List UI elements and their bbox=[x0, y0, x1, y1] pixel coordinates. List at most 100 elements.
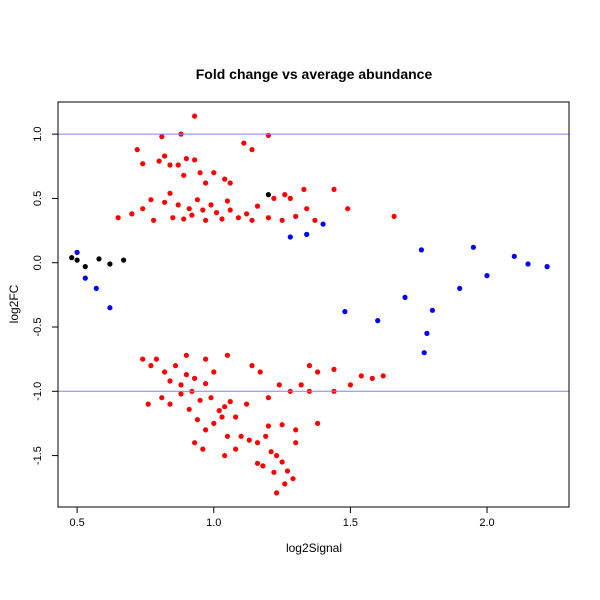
data-point-s0-73 bbox=[233, 414, 239, 420]
data-point-s0-4 bbox=[241, 140, 247, 146]
data-point-s0-100 bbox=[260, 463, 266, 469]
data-point-s0-55 bbox=[249, 217, 255, 223]
data-point-s0-104 bbox=[279, 422, 285, 428]
data-point-s1-1 bbox=[69, 255, 75, 261]
data-point-s0-36 bbox=[186, 206, 192, 212]
data-point-s0-42 bbox=[235, 215, 241, 221]
data-point-s0-103 bbox=[293, 427, 299, 433]
data-point-s0-69 bbox=[211, 369, 217, 375]
data-point-s2-2 bbox=[375, 318, 381, 324]
data-point-s0-0 bbox=[159, 134, 165, 140]
data-point-s0-39 bbox=[208, 202, 214, 208]
data-point-s0-72 bbox=[227, 399, 233, 405]
data-point-s0-68 bbox=[208, 395, 214, 401]
data-point-s1-4 bbox=[96, 256, 102, 262]
data-point-s0-94 bbox=[279, 459, 285, 465]
data-point-s2-16 bbox=[107, 305, 113, 311]
data-point-s0-99 bbox=[271, 469, 277, 475]
y-axis-label: log2FC bbox=[7, 284, 21, 323]
data-point-s2-3 bbox=[342, 309, 348, 315]
data-point-s0-5 bbox=[249, 147, 255, 153]
data-point-s0-58 bbox=[153, 356, 159, 362]
data-point-s0-28 bbox=[391, 213, 397, 219]
data-point-s0-48 bbox=[312, 217, 318, 223]
data-point-s0-7 bbox=[134, 147, 140, 153]
data-point-s0-87 bbox=[233, 446, 239, 452]
data-point-s2-17 bbox=[93, 285, 99, 291]
data-point-s0-52 bbox=[189, 212, 195, 218]
data-point-s2-10 bbox=[544, 264, 550, 270]
data-point-s0-80 bbox=[203, 427, 209, 433]
data-point-s0-62 bbox=[178, 382, 184, 388]
data-point-s0-125 bbox=[183, 352, 189, 358]
data-point-s0-21 bbox=[224, 198, 230, 204]
data-point-s0-29 bbox=[115, 215, 121, 221]
data-point-s0-81 bbox=[211, 420, 217, 426]
data-point-s0-38 bbox=[200, 207, 206, 213]
data-point-s0-102 bbox=[293, 440, 299, 446]
data-point-s0-90 bbox=[254, 440, 261, 446]
data-point-s2-9 bbox=[525, 261, 531, 267]
data-point-s0-98 bbox=[274, 490, 280, 496]
data-point-s0-86 bbox=[222, 453, 228, 459]
data-point-s0-9 bbox=[162, 153, 168, 159]
data-point-s2-7 bbox=[484, 273, 490, 279]
data-point-s0-11 bbox=[183, 156, 189, 162]
data-point-s0-84 bbox=[192, 440, 198, 446]
data-point-s0-124 bbox=[203, 356, 209, 362]
data-point-s0-117 bbox=[358, 373, 364, 379]
data-point-s0-113 bbox=[306, 363, 312, 369]
data-point-s0-47 bbox=[293, 213, 299, 219]
data-point-s0-59 bbox=[162, 369, 168, 375]
data-point-s2-4 bbox=[429, 307, 435, 313]
data-point-s2-14 bbox=[304, 231, 310, 237]
data-point-s1-2 bbox=[74, 257, 80, 263]
data-point-s0-14 bbox=[140, 161, 146, 167]
data-point-s0-89 bbox=[246, 437, 252, 443]
x-tick-label-2: 1.5 bbox=[343, 517, 358, 529]
data-point-s0-78 bbox=[186, 406, 192, 412]
data-point-s0-27 bbox=[345, 206, 351, 212]
data-point-s0-50 bbox=[170, 215, 176, 221]
data-point-s0-45 bbox=[265, 215, 271, 221]
data-point-s2-12 bbox=[418, 247, 424, 253]
data-point-s0-108 bbox=[257, 369, 263, 375]
data-point-s0-19 bbox=[222, 176, 228, 182]
data-point-s0-122 bbox=[244, 401, 250, 407]
data-point-s0-24 bbox=[301, 186, 307, 192]
data-point-s0-93 bbox=[274, 453, 280, 459]
x-axis-label: log2Signal bbox=[286, 541, 342, 555]
data-point-s0-40 bbox=[213, 210, 220, 216]
data-point-s0-63 bbox=[183, 372, 189, 378]
data-point-s0-114 bbox=[315, 369, 321, 375]
data-point-s2-11 bbox=[470, 244, 476, 250]
data-point-s1-3 bbox=[82, 264, 88, 270]
x-axis: 0.5 1.0 1.5 2.0 bbox=[69, 507, 495, 529]
data-point-s0-74 bbox=[145, 401, 151, 407]
data-point-s0-101 bbox=[254, 460, 261, 466]
data-point-s0-106 bbox=[315, 420, 321, 426]
data-point-s0-91 bbox=[263, 433, 269, 439]
data-point-s0-116 bbox=[347, 382, 353, 388]
data-point-s0-76 bbox=[167, 401, 173, 407]
data-point-s0-49 bbox=[151, 217, 157, 223]
data-point-s0-83 bbox=[224, 433, 230, 439]
data-point-s0-12 bbox=[192, 157, 198, 163]
data-point-s0-110 bbox=[276, 382, 282, 388]
data-point-s0-10 bbox=[167, 162, 173, 168]
data-point-s0-53 bbox=[203, 217, 209, 223]
data-point-s0-43 bbox=[244, 211, 250, 217]
data-point-s0-46 bbox=[279, 217, 285, 223]
data-point-s0-33 bbox=[162, 199, 168, 205]
data-point-s2-1 bbox=[424, 330, 430, 336]
data-point-s0-79 bbox=[194, 417, 200, 423]
data-point-s0-65 bbox=[192, 375, 198, 381]
data-point-s1-0 bbox=[265, 192, 271, 198]
y-tick-label-5: -1.5 bbox=[32, 446, 44, 465]
data-point-s0-51 bbox=[181, 216, 187, 222]
data-point-s2-15 bbox=[287, 234, 293, 240]
data-point-s0-96 bbox=[290, 476, 296, 482]
y-tick-label-3: -0.5 bbox=[32, 318, 44, 337]
data-point-s0-26 bbox=[304, 206, 310, 212]
data-point-s0-34 bbox=[167, 190, 173, 196]
